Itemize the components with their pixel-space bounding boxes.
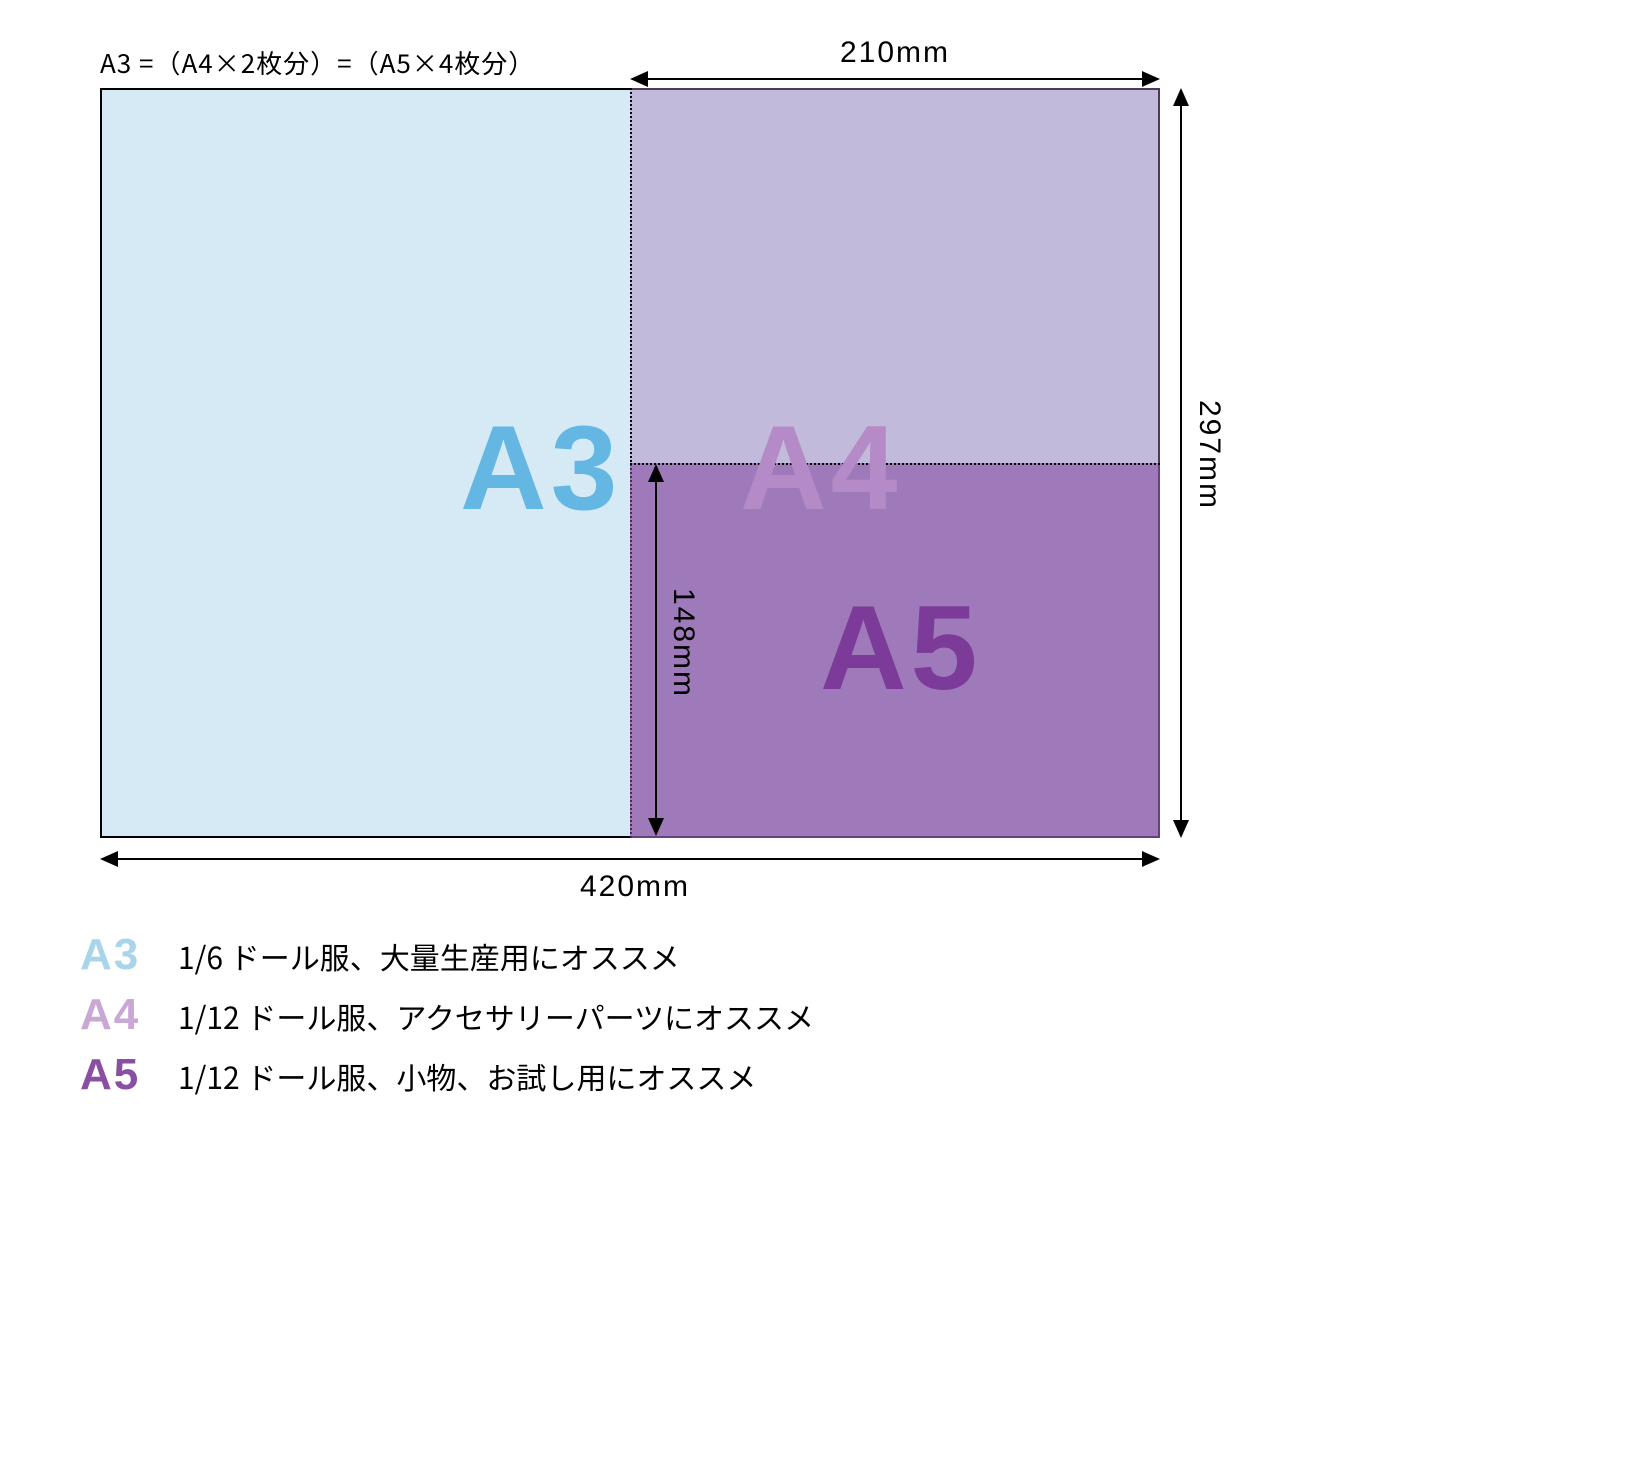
dim-420-arrow-right: [1142, 851, 1160, 867]
a3-label: A3: [460, 408, 621, 528]
legend-key-a4: A4: [80, 990, 160, 1040]
legend-desc-a4: 1/12 ドール服、アクセサリーパーツにオススメ: [178, 994, 814, 1038]
a5-label: A5: [820, 588, 981, 708]
legend-row-a4: A4 1/12 ドール服、アクセサリーパーツにオススメ: [80, 990, 814, 1040]
a4-label: A4: [740, 408, 901, 528]
dim-297-line: [1180, 92, 1182, 834]
legend-desc-a5: 1/12 ドール服、小物、お試し用にオススメ: [178, 1054, 756, 1098]
formula-text: A3 =（A4×2枚分）=（A5×4枚分）: [100, 44, 535, 81]
legend: A3 1/6 ドール服、大量生産用にオススメ A4 1/12 ドール服、アクセサ…: [80, 930, 814, 1110]
dim-210-label: 210mm: [840, 36, 950, 70]
dim-210-arrow-right: [1142, 71, 1160, 87]
dim-210-line: [635, 78, 1155, 80]
paper-size-diagram: A3 A4 A5 148mm: [100, 88, 1160, 838]
dim-148-arrow-down: [648, 818, 664, 836]
dim-297-arrow-down: [1173, 820, 1189, 838]
dim-297-arrow-up: [1173, 88, 1189, 106]
dim-148-line: [655, 468, 657, 833]
dim-148-arrow-up: [648, 464, 664, 482]
dim-420-arrow-left: [100, 851, 118, 867]
legend-row-a3: A3 1/6 ドール服、大量生産用にオススメ: [80, 930, 814, 980]
page-root: A3 =（A4×2枚分）=（A5×4枚分） A3 A4 A5 148mm 210…: [0, 0, 1632, 1470]
dim-297-label: 297mm: [1192, 400, 1226, 510]
legend-desc-a3: 1/6 ドール服、大量生産用にオススメ: [178, 934, 680, 978]
legend-key-a3: A3: [80, 930, 160, 980]
legend-row-a5: A5 1/12 ドール服、小物、お試し用にオススメ: [80, 1050, 814, 1100]
dim-420-label: 420mm: [580, 870, 690, 904]
dim-420-line: [105, 858, 1155, 860]
legend-key-a5: A5: [80, 1050, 160, 1100]
dim-210-arrow-left: [630, 71, 648, 87]
dim-148-label: 148mm: [666, 588, 700, 698]
